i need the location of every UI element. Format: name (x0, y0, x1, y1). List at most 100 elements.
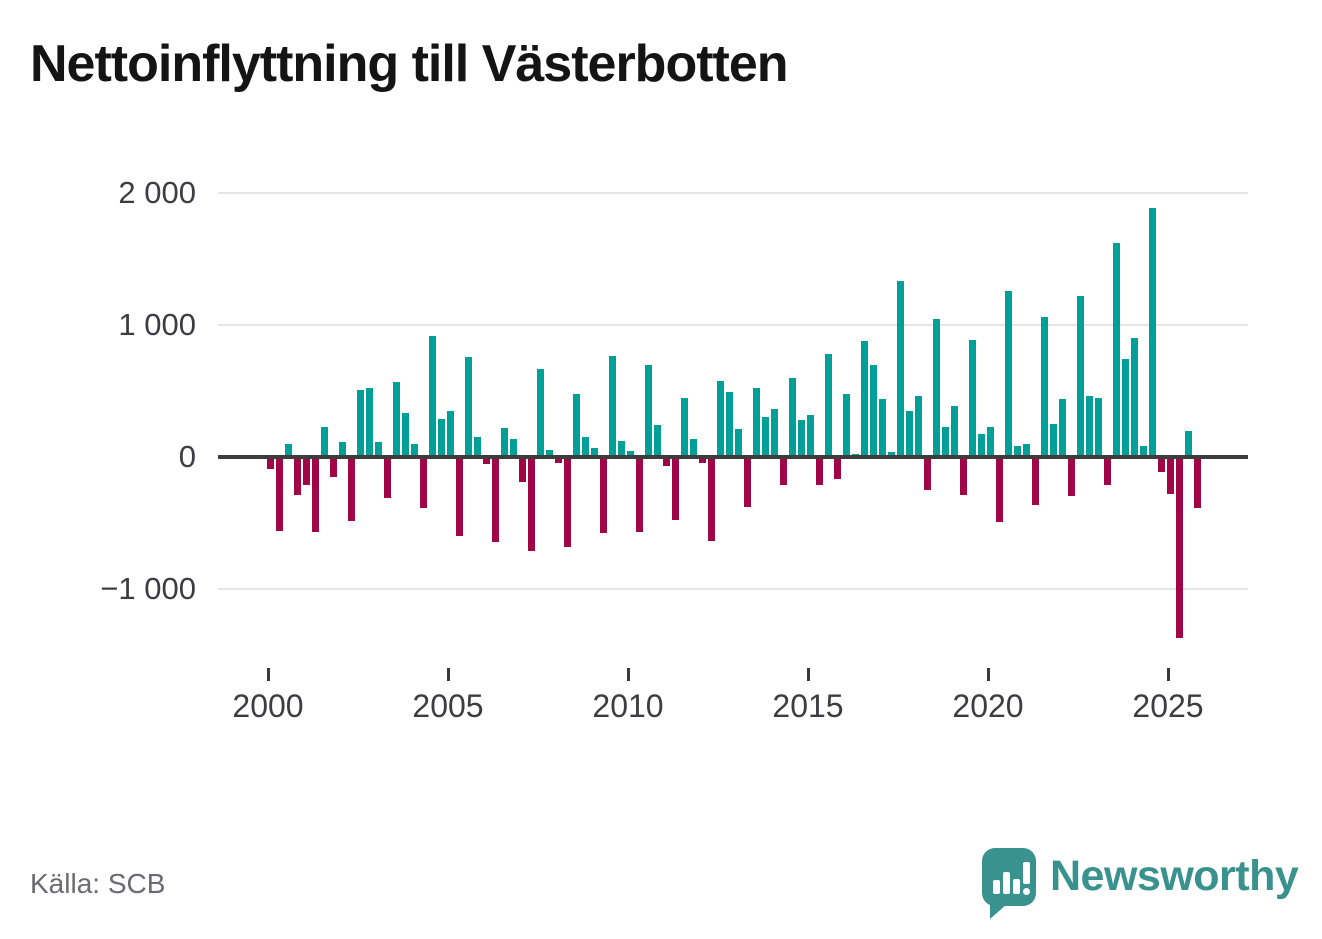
x-axis-tick (986, 668, 990, 681)
bar-2025Q3 (1184, 431, 1192, 457)
bar-2023Q1 (1094, 397, 1102, 457)
bar-2011Q1 (662, 457, 670, 467)
bar-2020Q3 (1004, 291, 1012, 457)
bar-2003Q4 (401, 413, 409, 457)
bar-2005Q1 (446, 410, 454, 457)
bar-2008Q2 (563, 457, 571, 547)
bar-2013Q3 (752, 387, 760, 457)
x-axis-tick-label: 2005 (412, 688, 484, 724)
bar-2014Q2 (779, 457, 787, 486)
bar-2009Q3 (608, 356, 616, 457)
bar-2012Q1 (698, 457, 706, 463)
bar-2016Q4 (869, 365, 877, 457)
bar-2018Q2 (923, 457, 931, 490)
bar-2000Q3 (284, 444, 292, 457)
bar-2024Q2 (1139, 446, 1147, 457)
bar-2000Q2 (275, 457, 283, 531)
x-axis-tick (626, 668, 630, 681)
bar-2007Q2 (527, 457, 535, 552)
bar-2011Q4 (689, 438, 697, 457)
bar-2020Q1 (986, 427, 994, 457)
bar-2002Q2 (347, 457, 355, 522)
x-axis-tick-label: 2020 (952, 688, 1024, 724)
x-axis-tick-label: 2000 (232, 688, 304, 724)
bar-2003Q1 (374, 442, 382, 457)
bar-2014Q1 (770, 409, 778, 457)
bar-2014Q4 (797, 420, 805, 457)
bar-2005Q4 (473, 436, 481, 457)
bar-2016Q3 (860, 340, 868, 457)
bar-2017Q4 (905, 410, 913, 457)
bar-2024Q4 (1157, 457, 1165, 472)
bar-2025Q1 (1166, 457, 1174, 494)
bar-2010Q2 (635, 457, 643, 532)
x-axis-tick (266, 668, 270, 681)
page-title: Nettoinflyttning till Västerbotten (30, 35, 789, 93)
x-axis-tick-label: 2025 (1132, 688, 1204, 724)
bar-2014Q3 (788, 377, 796, 457)
bar-2005Q3 (464, 356, 472, 457)
bar-2019Q3 (968, 340, 976, 457)
bar-2019Q1 (950, 406, 958, 457)
bar-2015Q3 (824, 354, 832, 457)
bar-2012Q2 (707, 457, 715, 542)
bar-2020Q4 (1013, 446, 1021, 457)
bar-2015Q1 (806, 415, 814, 457)
bar-2018Q1 (914, 396, 922, 457)
bar-2022Q4 (1085, 395, 1093, 457)
bar-2015Q2 (815, 457, 823, 486)
bar-2023Q2 (1103, 457, 1111, 486)
bar-2019Q4 (977, 433, 985, 457)
bar-2023Q3 (1112, 243, 1120, 457)
bar-2021Q4 (1049, 424, 1057, 457)
bar-2025Q2 (1175, 457, 1183, 638)
bar-2022Q3 (1076, 295, 1084, 457)
bar-2018Q3 (932, 319, 940, 457)
bar-2017Q3 (896, 280, 904, 457)
bar-2000Q1 (266, 457, 274, 469)
bar-2013Q1 (734, 429, 742, 457)
source-caption: Källa: SCB (30, 868, 166, 899)
bar-2017Q2 (887, 452, 895, 457)
bar-2008Q1 (554, 457, 562, 463)
bar-2006Q4 (509, 438, 517, 457)
gridline (218, 588, 1248, 590)
bar-2007Q1 (518, 457, 526, 483)
bar-2008Q4 (581, 436, 589, 457)
bar-2007Q4 (545, 449, 553, 457)
logo-chart-bar-icon (1013, 879, 1020, 894)
x-axis-tick-label: 2015 (772, 688, 844, 724)
bar-2025Q4 (1193, 457, 1201, 509)
bar-2021Q3 (1040, 317, 1048, 457)
bar-2001Q3 (320, 426, 328, 457)
x-axis-tick-label: 2010 (592, 688, 664, 724)
bar-2024Q3 (1148, 208, 1156, 457)
bar-2012Q4 (725, 392, 733, 457)
zero-line (218, 455, 1248, 459)
bar-2004Q1 (410, 444, 418, 457)
y-axis-tick-label: 0 (178, 439, 196, 474)
bar-2004Q3 (428, 335, 436, 457)
bar-2001Q4 (329, 457, 337, 478)
logo-chart-bar-icon (1003, 872, 1010, 894)
bar-2006Q2 (491, 457, 499, 543)
y-axis-tick-label: 1 000 (118, 307, 196, 342)
bar-2022Q2 (1067, 457, 1075, 496)
bar-2001Q2 (311, 457, 319, 533)
bar-2017Q1 (878, 398, 886, 457)
bar-2018Q4 (941, 427, 949, 457)
bar-2009Q2 (599, 457, 607, 533)
bar-2016Q1 (842, 394, 850, 457)
bar-2010Q3 (644, 364, 652, 457)
bar-2024Q1 (1130, 337, 1138, 457)
x-axis-tick (806, 668, 810, 681)
bar-2004Q4 (437, 418, 445, 457)
x-axis-tick (446, 668, 450, 681)
bar-2003Q2 (383, 457, 391, 498)
bar-2002Q4 (365, 388, 373, 457)
bar-2013Q4 (761, 417, 769, 457)
bar-2012Q3 (716, 381, 724, 457)
bar-2007Q3 (536, 368, 544, 457)
bar-2004Q2 (419, 457, 427, 508)
